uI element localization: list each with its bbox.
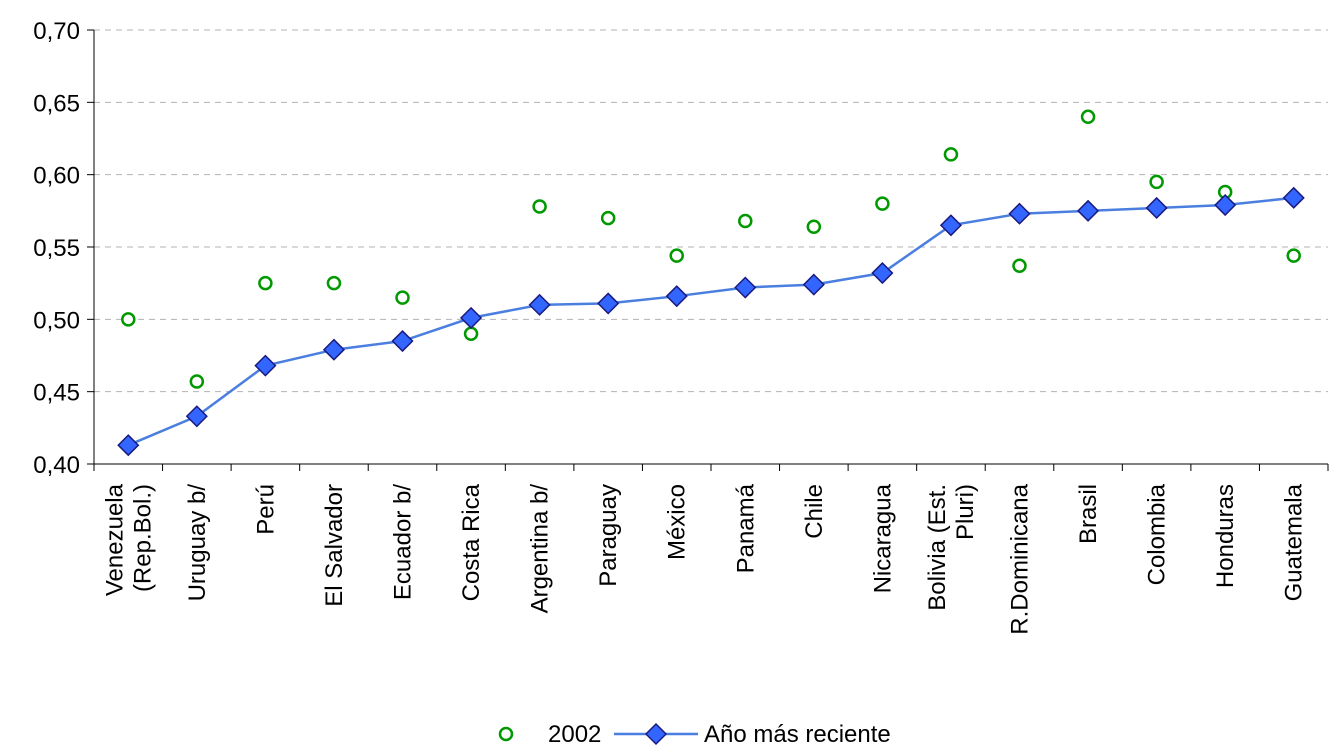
point-2002	[806, 219, 822, 234]
legend: 2002 Año más reciente	[498, 721, 891, 748]
point-2002	[600, 210, 616, 226]
point-2002	[1012, 258, 1027, 274]
point-2002	[1286, 248, 1301, 263]
point-2002	[395, 290, 410, 305]
point-2002	[121, 312, 136, 327]
x-category-label: Bolivia (Est.	[924, 484, 951, 611]
point-2002	[532, 199, 547, 214]
x-category-label: Honduras	[1212, 484, 1239, 588]
point-recent	[185, 405, 208, 428]
x-category-label: El Salvador	[321, 484, 348, 607]
point-2002	[463, 326, 479, 342]
y-tick-label: 0,40	[33, 452, 80, 479]
point-recent	[322, 338, 346, 361]
axes	[87, 29, 1329, 471]
x-category-label: México	[664, 484, 691, 560]
x-category-label: Nicaragua	[869, 483, 896, 593]
point-recent	[939, 214, 963, 237]
point-recent	[734, 276, 757, 299]
point-2002	[875, 196, 890, 211]
point-recent	[665, 285, 688, 308]
x-category-label: Guatemala	[1281, 483, 1308, 601]
series-line-recent	[127, 196, 1294, 447]
x-category-label: Brasil	[1075, 484, 1102, 544]
point-recent	[1145, 196, 1168, 220]
point-recent	[528, 293, 551, 316]
x-category-label: R.Dominicana	[1007, 483, 1034, 634]
point-2002	[1080, 109, 1096, 125]
x-category-label: Uruguay b/	[184, 484, 211, 602]
legend-marker-recent	[644, 722, 668, 746]
x-category-label: Perú	[252, 484, 279, 535]
y-tick-label: 0,45	[33, 380, 80, 407]
point-recent	[802, 273, 825, 296]
point-recent	[871, 261, 894, 285]
x-category-label: (Rep.Bol.)	[129, 484, 156, 592]
series-marks	[117, 109, 1305, 457]
legend-label-recent: Año más reciente	[704, 721, 891, 748]
point-2002	[258, 275, 273, 291]
point-2002	[326, 275, 342, 291]
y-tick-label: 0,70	[33, 18, 80, 45]
y-tick-label: 0,50	[33, 307, 80, 334]
point-recent	[1214, 193, 1237, 217]
x-category-label: Paraguay	[595, 484, 622, 587]
legend-label-2002: 2002	[548, 721, 601, 748]
y-tick-label: 0,55	[33, 235, 80, 262]
x-category-label: Costa Rica	[458, 483, 485, 601]
x-category-label: Chile	[801, 484, 828, 539]
point-recent	[1008, 202, 1031, 225]
legend-marker-2002	[498, 726, 514, 742]
point-recent	[1282, 186, 1305, 209]
point-2002	[738, 213, 753, 229]
point-recent	[254, 354, 277, 377]
x-category-label: Pluri)	[952, 484, 979, 540]
point-recent	[1076, 199, 1100, 222]
point-recent	[459, 306, 483, 329]
x-category-label: Panamá	[732, 483, 759, 573]
y-tick-label: 0,60	[33, 163, 80, 190]
point-recent	[391, 329, 414, 353]
point-2002	[1149, 174, 1164, 190]
y-tick-labels: 0,40 0,45 0,50 0,55 0,60 0,65 0,70	[33, 18, 80, 479]
point-2002	[943, 147, 959, 162]
y-tick-label: 0,65	[33, 90, 80, 117]
x-category-labels: Venezuela (Rep.Bol.) Uruguay b/Perú El Salv…	[101, 483, 1307, 634]
point-recent	[117, 434, 140, 457]
x-category-label: Argentina b/	[527, 484, 554, 614]
point-recent	[597, 292, 620, 315]
gridlines	[94, 29, 1328, 393]
point-2002	[189, 374, 205, 389]
x-category-label: Venezuela	[101, 483, 128, 596]
point-2002	[669, 248, 684, 263]
x-category-label: Ecuador b/	[390, 484, 417, 600]
x-category-label: Colombia	[1144, 483, 1171, 585]
